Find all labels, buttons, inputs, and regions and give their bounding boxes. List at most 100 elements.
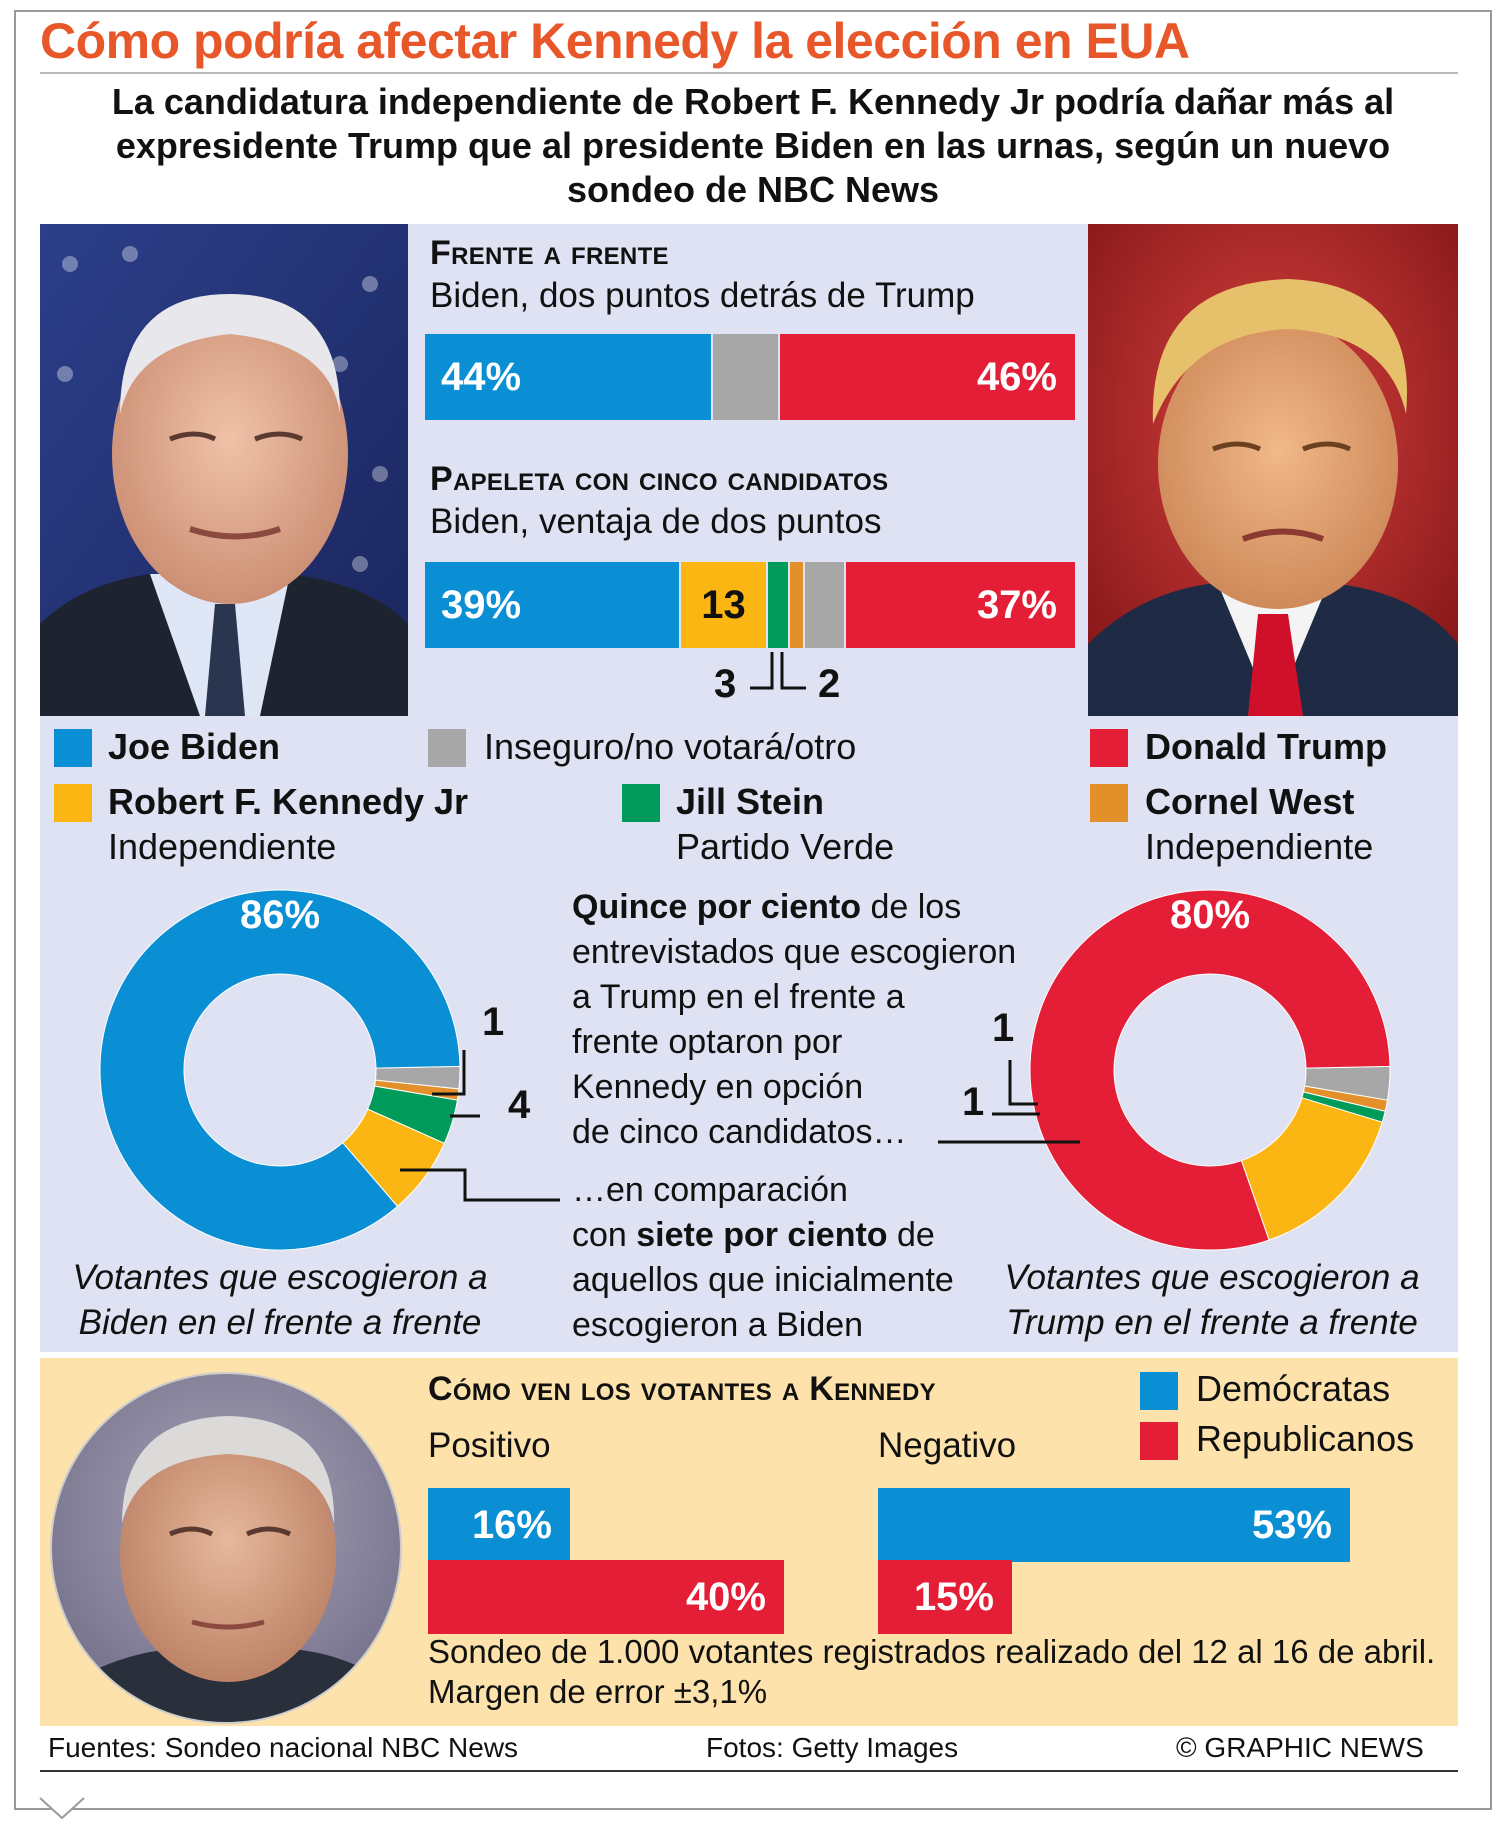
legend-other: Inseguro/no votará/otro [484,726,857,767]
footer-divider [40,1770,1458,1772]
five-segment-robert-f-kennedy-jr: 13 [681,562,766,648]
negative-label: Negativo [878,1426,1017,1465]
biden-stein-label: 4 [508,1083,531,1127]
note-line-8: con siete por ciento de [572,1213,935,1258]
legend-swatch-trump [1090,729,1128,767]
positive-label: Positivo [428,1426,551,1465]
trump-caption-line-1: Votantes que escogieron a [1004,1258,1420,1297]
page-subtitle: La candidatura independiente de Robert F… [111,81,1395,210]
footer-credit: © GRAPHIC NEWS [1176,1732,1424,1763]
stein-callout-line [750,652,774,690]
trump-west-callout-line [1008,1060,1038,1106]
survey-note: Sondeo de 1.000 votantes registrados rea… [428,1633,1436,1710]
donut-biden-main-label: 86% [240,893,320,937]
kennedy-bar-positivo-republicanos: 40% [428,1560,784,1634]
note-line-10: escogieron a Biden [572,1306,864,1344]
legend-republicans: Republicanos [1196,1418,1415,1459]
note-bold-fifteen: Quince por ciento [572,888,862,926]
note-line-2: entrevistados que escogieron [572,933,1017,971]
note-line-7: …en comparación [572,1171,848,1209]
trump-donut-callouts [938,1060,1080,1144]
five-label-donald-trump: 37% [976,582,1057,627]
legend-stein: Jill Stein [676,781,825,822]
legend-swatch-biden [54,729,92,767]
note-line-9: aquellos que inicialmente [572,1261,954,1299]
kennedy-bar-label-negativo-republicanos: 15% [913,1574,994,1619]
kennedy-bar-negativo-republicanos: 15% [878,1560,1012,1634]
five-way-heading: Papeleta con cinco candidatos [430,460,889,498]
h2h-label-donald-trump: 46% [976,354,1057,399]
five-way-bar: 39% 13 37% [425,562,1075,648]
kennedy-bar-positivo-democratas: 16% [428,1488,570,1562]
note-line-8-pre: con [572,1216,637,1254]
note-line-6: de cinco candidatos… [572,1113,907,1151]
footer-photos: Fotos: Getty Images [706,1732,959,1763]
legend-stein-party: Partido Verde [676,826,895,867]
trump-photo [1088,224,1458,716]
h2h-label-joe-biden: 44% [441,354,522,399]
donut-trump-slice-robert-f-kennedy-jr [1240,1097,1383,1241]
kennedy-bar-label-positivo-republicanos: 40% [685,1574,766,1619]
legend-swatch-other [428,729,466,767]
biden-photo [40,224,408,716]
donut-biden-slice-joe-biden [99,889,461,1251]
legend-swatch-west [1090,784,1128,822]
footer-sources: Fuentes: Sondeo nacional NBC News [48,1732,519,1763]
page-title: Cómo podría afectar Kennedy la elección … [40,13,1190,69]
biden-donut-callouts [400,1050,560,1202]
west-callout-line [780,652,806,690]
note-line-4: frente optaron por [572,1023,843,1061]
legend-trump: Donald Trump [1145,726,1387,767]
five-segment-jill-stein [768,562,788,648]
donut-trump-slice-donald-trump [1029,889,1391,1251]
head-to-head-bar: 44% 46% [425,334,1075,420]
note-line-3: a Trump en el frente a [572,978,905,1016]
head-to-head-heading: Frente a frente [430,234,669,272]
five-segment-cornel-west [790,562,803,648]
kennedy-bar-label-positivo-democratas: 16% [471,1502,552,1547]
title-divider [40,72,1458,74]
note-line-5: Kennedy en opción [572,1068,864,1106]
legend-swatch-democrats [1140,1372,1178,1410]
trump-west-label: 1 [992,1006,1015,1050]
legend-swatch-republicans [1140,1422,1178,1460]
note-line-1: Quince por ciento de los [572,885,961,930]
five-label-robert-f-kennedy-jr: 13 [701,582,746,627]
five-way-subheading: Biden, ventaja de dos puntos [430,502,882,541]
five-segment-inseguro-no-votara-otro [805,562,844,648]
biden-west-label: 1 [482,1000,505,1044]
biden-caption-line-2: Biden en el frente a frente [78,1303,482,1342]
kennedy-photo [50,1372,402,1724]
h2h-segment-inseguro-no-votara-otro [713,334,778,420]
biden-west-callout-line [432,1050,466,1096]
note-line-8-post: de [887,1216,935,1254]
biden-voters-donut: 86% [99,889,461,1251]
trump-donut-caption: Votantes que escogieron a Trump en el fre… [972,1255,1452,1345]
five-way-callouts [750,652,806,690]
trump-voters-donut: 80% [1029,889,1391,1251]
h2h-segment-joe-biden: 44% [425,334,711,420]
trump-stein-label: 1 [962,1080,985,1124]
legend-kennedy: Robert F. Kennedy Jr [108,781,469,822]
five-segment-donald-trump: 37% [846,562,1075,648]
legend-west: Cornel West [1145,781,1355,822]
legend-biden: Joe Biden [108,726,281,767]
trump-caption-line-2: Trump en el frente a frente [1006,1303,1418,1342]
biden-caption-line-1: Votantes que escogieron a [72,1258,488,1297]
kennedy-bar-label-negativo-democratas: 53% [1251,1502,1332,1547]
h2h-segment-donald-trump: 46% [780,334,1075,420]
kennedy-views-heading: Cómo ven los votantes a Kennedy [428,1370,936,1408]
pointer-chevron-icon [39,1797,85,1820]
kennedy-bar-negativo-democratas: 53% [878,1488,1350,1562]
legend-swatch-stein [622,784,660,822]
note-line-1-rest: de los [861,888,962,926]
legend-swatch-kennedy [54,784,92,822]
biden-donut-caption: Votantes que escogieron a Biden en el fre… [40,1255,520,1345]
legend-kennedy-party: Independiente [108,826,337,867]
stein-five-way-label: 3 [714,662,737,706]
head-to-head-subheading: Biden, dos puntos detrás de Trump [430,276,975,315]
legend-west-party: Independiente [1145,826,1374,867]
five-segment-joe-biden: 39% [425,562,679,648]
legend-democrats: Demócratas [1196,1368,1391,1409]
five-label-joe-biden: 39% [441,582,522,627]
